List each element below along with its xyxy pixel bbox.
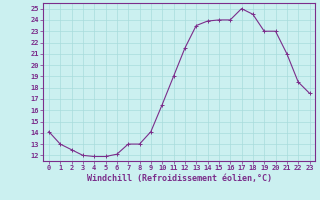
X-axis label: Windchill (Refroidissement éolien,°C): Windchill (Refroidissement éolien,°C) bbox=[87, 174, 272, 183]
